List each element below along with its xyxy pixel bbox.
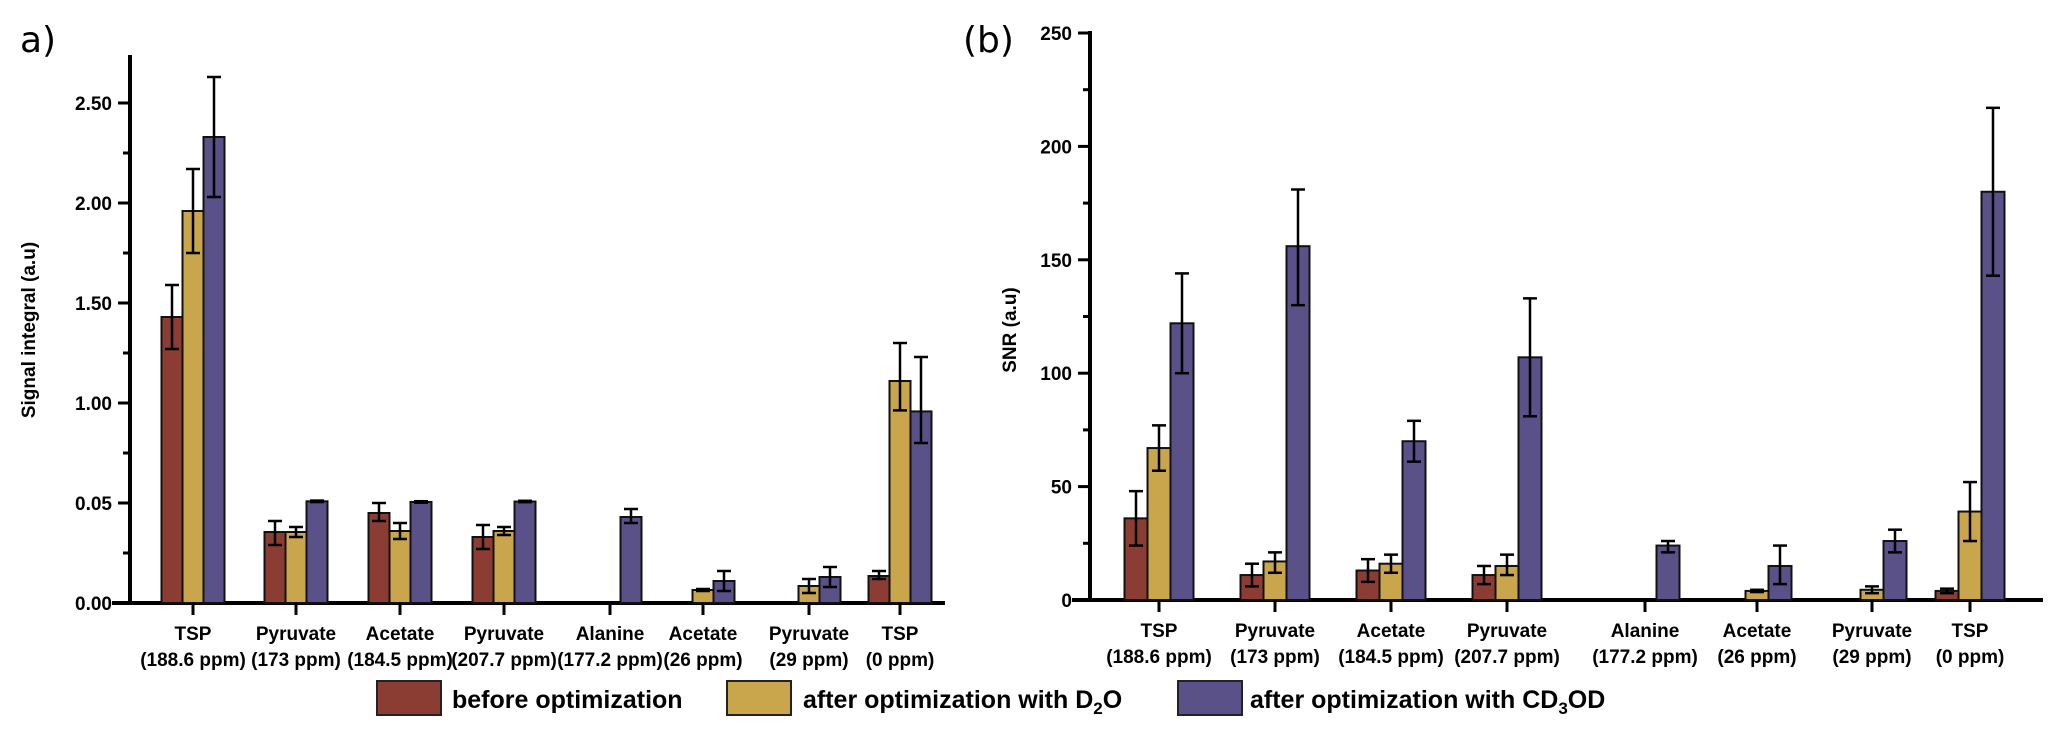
y-tick-label: 2.00 [75, 194, 112, 215]
legend: before optimization after optimization w… [376, 680, 1605, 718]
panel-a-label: a) [20, 20, 56, 61]
panel-b-bars [1123, 190, 2006, 602]
legend-label-cd3od: after optimization with CD3OD [1250, 686, 1605, 718]
legend-label-before: before optimization [452, 686, 683, 714]
x-label-shift: (29 ppm) [769, 650, 848, 671]
legend-label-cd3od-main: after optimization with CD [1250, 686, 1558, 714]
legend-label-cd3od-tail: OD [1568, 686, 1606, 714]
x-label-compound: Pyruvate [769, 624, 849, 645]
panel-b-error-bars [1129, 106, 2000, 595]
y-tick-label: 0.00 [75, 594, 112, 615]
x-label-shift: (177.2 ppm) [557, 650, 663, 671]
x-label-shift: (207.7 ppm) [451, 650, 557, 671]
x-label-shift: (188.6 ppm) [140, 650, 246, 671]
y-tick-label: 50 [1051, 478, 1072, 499]
x-label-shift: (0 ppm) [866, 650, 935, 671]
x-label-compound: TSP [882, 624, 919, 645]
y-tick-label: 1.50 [75, 294, 112, 315]
x-label-compound: Acetate [366, 624, 435, 645]
x-label-shift: (184.5 ppm) [347, 650, 453, 671]
x-label-shift: (0 ppm) [1936, 647, 2005, 668]
panel-a-x-labels: TSP (188.6 ppm) Pyruvate (173 ppm) Acetate (1… [140, 624, 934, 671]
x-label-shift: (29 ppm) [1832, 647, 1911, 668]
x-label-shift: (26 ppm) [663, 650, 742, 671]
legend-item-cd3od: after optimization with CD3OD [1177, 680, 1605, 718]
panel-a-bars [160, 136, 933, 605]
x-label-shift: (207.7 ppm) [1454, 647, 1560, 668]
panel-b-y-axis-title: SNR (a.u) [1000, 287, 1021, 373]
legend-swatch-d2o [726, 680, 792, 716]
legend-label-d2o-main: after optimization with D [803, 686, 1093, 714]
y-tick-label: 100 [1040, 364, 1072, 385]
bar-d2o [181, 210, 205, 604]
x-label-compound: Alanine [576, 624, 645, 645]
bar-cd3od [202, 136, 226, 604]
panel-a-y-ticks: 0.00 0.05 1.00 1.50 2.00 2.50 [75, 94, 902, 615]
y-tick-label: 150 [1040, 251, 1072, 272]
legend-item-before: before optimization [376, 680, 683, 716]
x-label-shift: (173 ppm) [251, 650, 341, 671]
x-label-compound: Pyruvate [464, 624, 544, 645]
bar-cd3od [619, 516, 643, 604]
legend-label-cd3od-sub: 3 [1558, 699, 1567, 718]
x-label-shift: (177.2 ppm) [1592, 647, 1698, 668]
x-label-compound: Pyruvate [256, 624, 336, 645]
panel-b-x-labels: TSP (188.6 ppm) Pyruvate (173 ppm) Acetate (1… [1106, 621, 2004, 668]
x-label-compound: Pyruvate [1832, 621, 1912, 642]
legend-swatch-cd3od [1177, 680, 1243, 716]
panel-b-axes [1072, 31, 2043, 602]
y-tick-label: 0 [1061, 591, 1072, 612]
x-label-compound: Pyruvate [1235, 621, 1315, 642]
x-label-shift: (173 ppm) [1230, 647, 1320, 668]
panel-b-y-ticks: 0 50 100 150 200 250 [1040, 24, 1972, 612]
x-label-compound: TSP [175, 624, 212, 645]
legend-label-d2o-tail: O [1103, 686, 1122, 714]
bar-d2o [388, 530, 412, 604]
bar-d2o [284, 531, 308, 604]
x-label-compound: TSP [1952, 621, 1989, 642]
panel-b-snr-chart: (b) SNR (a.u) 0 50 100 150 200 250 TSP (188.6 … [963, 20, 2043, 668]
y-tick-label: 2.50 [75, 94, 112, 115]
bar-before [160, 316, 184, 604]
bar-cd3od [409, 500, 433, 604]
x-label-shift: (188.6 ppm) [1106, 647, 1212, 668]
x-label-compound: Acetate [1723, 621, 1792, 642]
panel-b-label: (b) [963, 20, 1014, 61]
panel-a-signal-integral-chart: a) Signal integral (a.u) 0.00 0.05 1.00 1.5… [19, 20, 945, 671]
x-label-compound: TSP [1141, 621, 1178, 642]
x-label-shift: (184.5 ppm) [1338, 647, 1444, 668]
y-tick-label: 250 [1040, 24, 1072, 45]
panel-a-y-axis-title: Signal integral (a.u) [19, 242, 40, 418]
legend-label-d2o: after optimization with D2O [803, 686, 1122, 718]
bar-cd3od [1655, 544, 1681, 601]
legend-swatch-before [376, 680, 442, 716]
legend-item-d2o: after optimization with D2O [726, 680, 1122, 718]
legend-label-d2o-sub: 2 [1093, 699, 1102, 718]
panel-a-error-bars [165, 75, 928, 595]
bar-before [367, 512, 391, 604]
x-label-compound: Alanine [1611, 621, 1680, 642]
x-label-compound: Acetate [1357, 621, 1426, 642]
bar-cd3od [1401, 440, 1427, 601]
y-tick-label: 1.00 [75, 394, 112, 415]
y-tick-label: 200 [1040, 137, 1072, 158]
x-label-compound: Acetate [669, 624, 738, 645]
bar-cd3od [513, 500, 537, 604]
bar-d2o [888, 380, 912, 604]
x-label-shift: (26 ppm) [1717, 647, 1796, 668]
y-tick-label: 0.05 [75, 494, 112, 515]
bar-d2o [492, 530, 516, 604]
bar-cd3od [305, 500, 329, 605]
x-label-compound: Pyruvate [1467, 621, 1547, 642]
